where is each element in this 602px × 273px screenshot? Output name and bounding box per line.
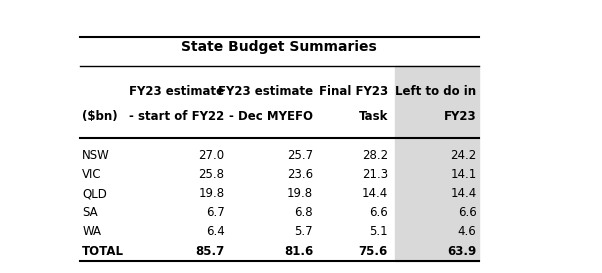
Text: 28.2: 28.2 xyxy=(362,149,388,162)
Text: 6.6: 6.6 xyxy=(369,206,388,219)
Text: 5.1: 5.1 xyxy=(369,225,388,238)
Text: FY23: FY23 xyxy=(444,110,477,123)
Text: 24.2: 24.2 xyxy=(450,149,477,162)
Text: FY23 estimate: FY23 estimate xyxy=(129,85,225,98)
Text: - Dec MYEFO: - Dec MYEFO xyxy=(229,110,313,123)
Text: 6.8: 6.8 xyxy=(294,206,313,219)
Text: 14.4: 14.4 xyxy=(450,187,477,200)
Text: 27.0: 27.0 xyxy=(199,149,225,162)
Text: 6.6: 6.6 xyxy=(458,206,477,219)
Bar xyxy=(395,66,479,261)
Text: WA: WA xyxy=(82,225,101,238)
Text: State Budget Summaries: State Budget Summaries xyxy=(181,40,377,55)
Text: FY23 estimate: FY23 estimate xyxy=(218,85,313,98)
Text: 25.8: 25.8 xyxy=(199,168,225,181)
Text: 75.6: 75.6 xyxy=(359,245,388,258)
Text: 14.4: 14.4 xyxy=(362,187,388,200)
Text: 23.6: 23.6 xyxy=(287,168,313,181)
Text: 19.8: 19.8 xyxy=(287,187,313,200)
Text: 81.6: 81.6 xyxy=(284,245,313,258)
Text: 25.7: 25.7 xyxy=(287,149,313,162)
Text: 4.6: 4.6 xyxy=(458,225,477,238)
Text: 14.1: 14.1 xyxy=(450,168,477,181)
Text: 6.4: 6.4 xyxy=(206,225,225,238)
Text: QLD: QLD xyxy=(82,187,107,200)
Text: Task: Task xyxy=(358,110,388,123)
Text: 63.9: 63.9 xyxy=(447,245,477,258)
Text: Left to do in: Left to do in xyxy=(396,85,477,98)
Text: TOTAL: TOTAL xyxy=(82,245,124,258)
Text: 21.3: 21.3 xyxy=(362,168,388,181)
Text: NSW: NSW xyxy=(82,149,110,162)
Text: 5.7: 5.7 xyxy=(294,225,313,238)
Text: 85.7: 85.7 xyxy=(195,245,225,258)
Text: VIC: VIC xyxy=(82,168,102,181)
Text: 6.7: 6.7 xyxy=(206,206,225,219)
Text: Final FY23: Final FY23 xyxy=(318,85,388,98)
Text: 19.8: 19.8 xyxy=(199,187,225,200)
Text: - start of FY22: - start of FY22 xyxy=(129,110,225,123)
Text: SA: SA xyxy=(82,206,98,219)
Text: ($bn): ($bn) xyxy=(82,110,118,123)
